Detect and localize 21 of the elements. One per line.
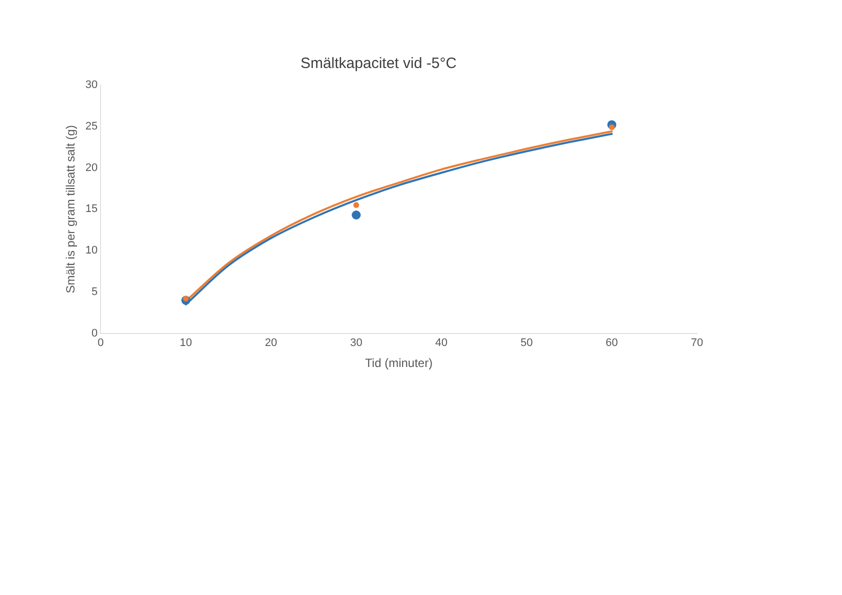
chart-title: Smältkapacitet vid -5°C xyxy=(300,55,457,72)
y-tick-label: 5 xyxy=(92,286,98,298)
x-tick-label: 10 xyxy=(180,337,192,350)
point xyxy=(608,124,615,130)
x-tick-label: 30 xyxy=(350,337,362,350)
x-tick-label: 70 xyxy=(690,337,704,350)
point xyxy=(352,210,361,220)
y-tick-label: 15 xyxy=(85,203,98,216)
x-tick-label: 60 xyxy=(606,337,618,350)
x-axis-title: Tid (minuter) xyxy=(365,356,433,370)
x-tick-label: 20 xyxy=(264,337,278,350)
y-axis-title: Smält is per gram tillsatt salt (g) xyxy=(64,125,78,294)
x-tick-label: 50 xyxy=(520,337,533,350)
y-tick-label: 30 xyxy=(85,79,98,92)
x-tick-label: 40 xyxy=(435,337,448,350)
y-tick-label: 20 xyxy=(85,162,98,174)
point xyxy=(353,202,360,208)
y-tick-label: 25 xyxy=(85,120,98,132)
y-tick-label: 0 xyxy=(92,327,98,340)
y-tick-label: 10 xyxy=(85,244,98,257)
point xyxy=(182,296,189,302)
